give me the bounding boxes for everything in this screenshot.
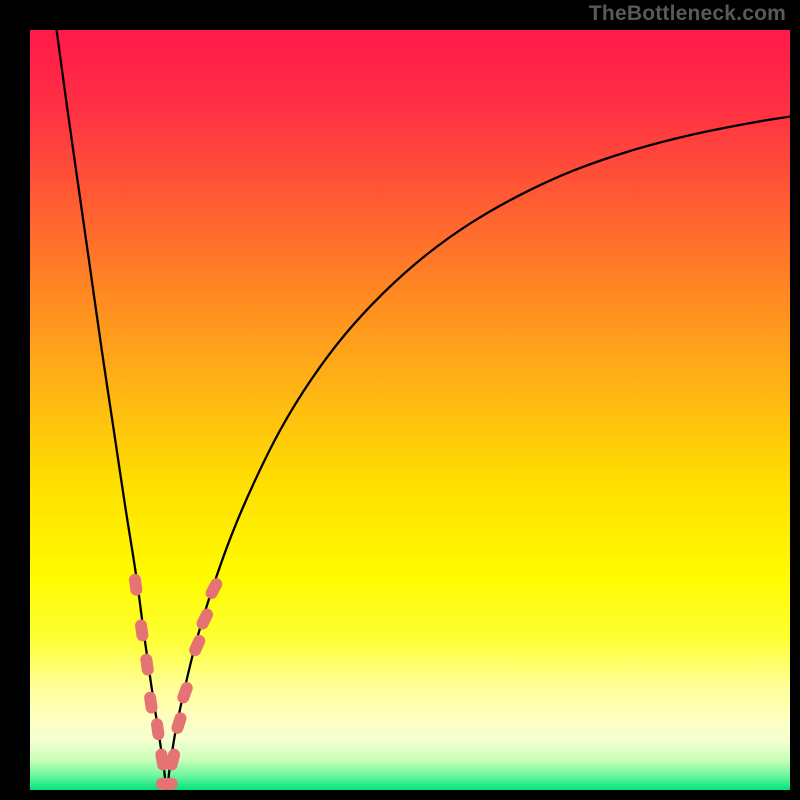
data-marker <box>134 619 149 642</box>
data-marker <box>195 606 215 631</box>
data-marker <box>128 573 143 596</box>
data-marker <box>203 576 224 601</box>
data-marker <box>140 653 155 676</box>
data-marker <box>164 747 181 771</box>
plot-area <box>30 30 790 790</box>
bottleneck-curve <box>57 30 790 790</box>
data-marker <box>187 633 207 658</box>
chart-frame: TheBottleneck.com <box>0 0 800 800</box>
attribution-label: TheBottleneck.com <box>589 2 786 26</box>
data-marker <box>156 778 178 790</box>
data-marker <box>150 717 165 740</box>
data-marker <box>176 680 195 705</box>
curve-layer <box>30 30 790 790</box>
marker-group <box>128 573 224 790</box>
data-marker <box>143 691 158 714</box>
data-marker <box>170 711 188 736</box>
